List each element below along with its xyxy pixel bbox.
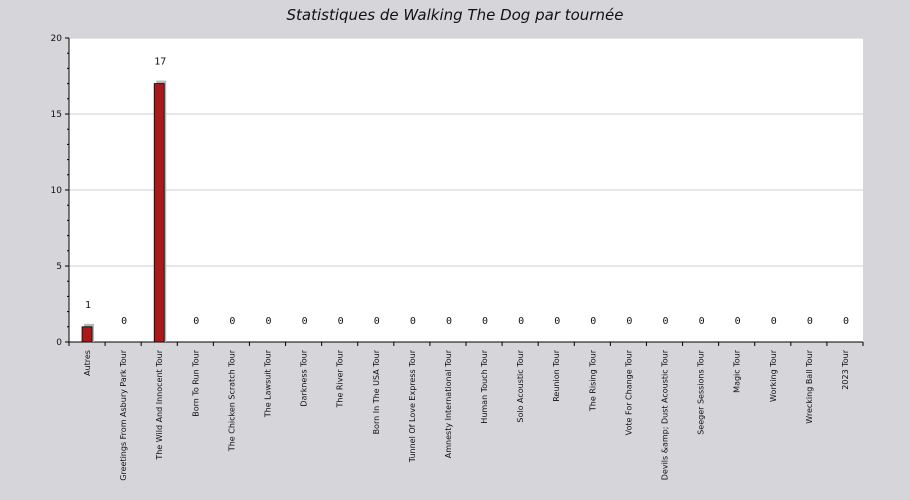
x-tick-label: 2023 Tour: [841, 349, 850, 389]
x-tick-label: Vote For Change Tour: [624, 349, 633, 435]
data-label: 0: [518, 316, 524, 327]
data-label: 0: [626, 316, 632, 327]
y-tick-label: 15: [51, 110, 62, 120]
data-label: 0: [302, 316, 308, 327]
x-tick-label: Devils &amp; Dust Acoustic Tour: [661, 349, 670, 480]
x-tick-label: Magic Tour: [733, 349, 742, 393]
chart-title: Statistiques de Walking The Dog par tour…: [286, 6, 624, 24]
x-tick-label: Greetings From Asbury Park Tour: [119, 349, 128, 480]
data-label: 0: [446, 316, 452, 327]
y-tick-label: 5: [56, 262, 62, 272]
data-label: 0: [807, 316, 813, 327]
x-tick-label: The River Tour: [336, 349, 345, 408]
x-tick-label: Solo Acoustic Tour: [516, 349, 525, 422]
bar: [153, 83, 165, 343]
data-label: 0: [554, 316, 560, 327]
data-label: 0: [338, 316, 344, 327]
x-tick-label: Autres: [83, 350, 92, 376]
x-tick-label: Reunion Tour: [552, 349, 561, 401]
x-tick-label: Working Tour: [769, 349, 778, 402]
x-tick-label: Tunnel Of Love Express Tour: [408, 349, 417, 463]
x-tick-label: Human Touch Tour: [480, 349, 489, 423]
y-tick-label: 0: [56, 338, 62, 348]
y-tick-label: 10: [51, 186, 63, 196]
data-label: 0: [374, 316, 380, 327]
data-label: 0: [482, 316, 488, 327]
y-tick-label: 20: [51, 34, 63, 44]
x-tick-label: The Rising Tour: [588, 349, 597, 412]
x-tick-label: The Chicken Scratch Tour: [227, 349, 236, 452]
x-tick-label: The Lawsuit Tour: [264, 349, 273, 418]
bar: [81, 326, 93, 343]
x-tick-label: Amnesty International Tour: [444, 349, 453, 458]
x-tick-label: Wrecking Ball Tour: [805, 349, 814, 423]
data-label: 17: [154, 57, 166, 68]
data-label: 0: [121, 316, 127, 327]
x-tick-label: Born In The USA Tour: [372, 349, 381, 434]
x-tick-label: Born To Run Tour: [191, 349, 200, 416]
data-label: 0: [265, 316, 271, 327]
data-label: 0: [590, 316, 596, 327]
x-tick-label: Darkness Tour: [300, 349, 309, 406]
data-label: 0: [735, 316, 741, 327]
data-label: 0: [699, 316, 705, 327]
x-tick-label: The Wild And Innocent Tour: [155, 349, 164, 460]
data-label: 0: [771, 316, 777, 327]
data-label: 0: [229, 316, 235, 327]
data-label: 1: [85, 300, 91, 311]
data-label: 0: [662, 316, 668, 327]
data-label: 0: [410, 316, 416, 327]
data-label: 0: [843, 316, 849, 327]
data-label: 0: [193, 316, 199, 327]
x-tick-label: Seeger Sessions Tour: [697, 349, 706, 434]
